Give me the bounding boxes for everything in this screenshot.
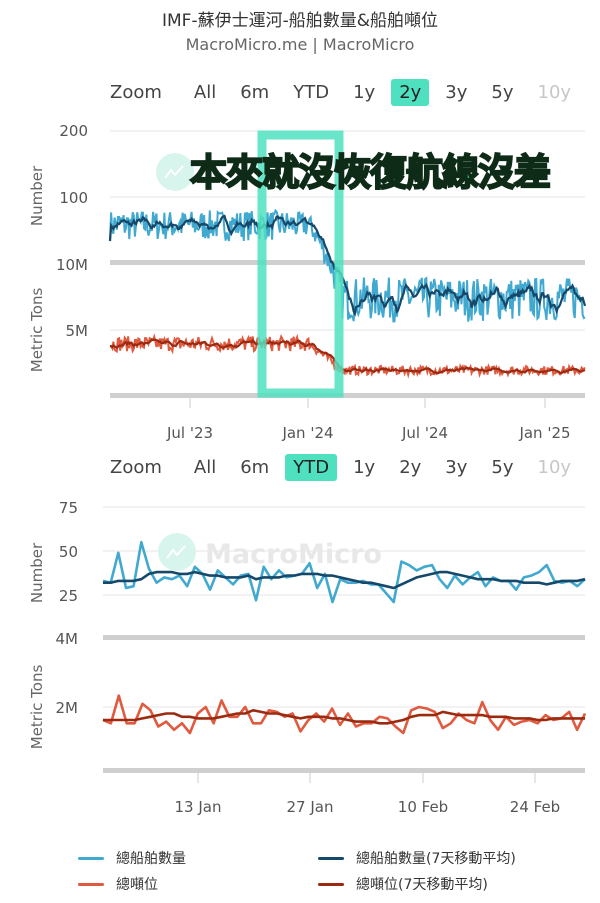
- legend-item-ship-count[interactable]: 總船舶數量: [78, 848, 186, 868]
- y-tick-label: 25: [59, 587, 78, 605]
- range-button-ytd[interactable]: YTD: [285, 453, 338, 481]
- range-button-6m[interactable]: 6m: [240, 81, 270, 103]
- legend-swatch: [318, 856, 344, 860]
- range-selector-top: Zoom All 6m YTD 1y 2y 3y 5y 10y: [100, 75, 587, 109]
- y-axis-label: Number: [28, 165, 46, 226]
- x-tick-label: Jul '23: [166, 424, 213, 442]
- x-axis-bar: [103, 768, 585, 773]
- range-button-10y: 10y: [537, 456, 572, 478]
- y-tick-label: 75: [59, 499, 78, 517]
- chart-title: IMF-蘇伊士運河-船舶數量&船舶噸位: [162, 11, 438, 31]
- series-line-ship-count-ma7: [108, 214, 587, 317]
- x-axis-bar: [110, 393, 585, 398]
- range-button-2y[interactable]: 2y: [391, 78, 430, 106]
- legend-swatch: [78, 856, 104, 860]
- watermark-logo-icon: [156, 153, 194, 191]
- y-axis-label: Metric Tons: [28, 665, 46, 750]
- watermark-text: MacroMicro: [205, 539, 382, 570]
- range-button-6m[interactable]: 6m: [240, 456, 270, 478]
- range-button-1y[interactable]: 1y: [353, 456, 376, 478]
- legend-label: 總船舶數量: [116, 851, 186, 867]
- legend-item-ship-count-ma7[interactable]: 總船舶數量(7天移動平均): [318, 848, 516, 868]
- range-button-3y[interactable]: 3y: [445, 81, 468, 103]
- series-line-ship-count-ma7: [103, 570, 586, 590]
- range-button-all[interactable]: All: [193, 456, 217, 478]
- legend-label: 總船舶數量(7天移動平均): [356, 851, 516, 867]
- legend-item-tonnage-ma7[interactable]: 總噸位(7天移動平均): [318, 874, 488, 894]
- series-line-tonnage-ma7: [110, 338, 586, 375]
- y-axis-label: Metric Tons: [28, 288, 46, 373]
- watermark-logo-icon: [158, 533, 196, 571]
- legend-label: 總噸位(7天移動平均): [356, 877, 488, 893]
- range-button-5y[interactable]: 5y: [491, 81, 514, 103]
- y-axis-label: Number: [28, 542, 46, 603]
- legend-swatch: [318, 882, 344, 886]
- panel-separator: [103, 635, 585, 640]
- x-tick-label: 13 Jan: [175, 798, 222, 816]
- x-tick-label: 10 Feb: [398, 798, 448, 816]
- annotation-text: 本來就沒恢復航線沒差: [189, 150, 552, 195]
- range-button-2y[interactable]: 2y: [399, 456, 422, 478]
- y-tick-label: 100: [59, 189, 88, 207]
- x-tick-label: 27 Jan: [287, 798, 334, 816]
- x-tick-label: Jan '24: [281, 424, 333, 442]
- y-tick-label: 5M: [66, 322, 89, 340]
- range-button-ytd[interactable]: YTD: [293, 81, 330, 103]
- range-button-1y[interactable]: 1y: [353, 81, 376, 103]
- legend-swatch: [78, 882, 104, 886]
- y-tick-label: 2M: [56, 699, 79, 717]
- watermark-logo-icon-glyph: [166, 545, 186, 559]
- x-tick-label: Jan '25: [518, 424, 570, 442]
- y-tick-label: 50: [59, 543, 78, 561]
- zoom-label: Zoom: [110, 456, 162, 478]
- x-tick-label: Jul '24: [401, 424, 448, 442]
- y-tick-label: 10M: [56, 256, 88, 274]
- range-button-10y: 10y: [537, 81, 572, 103]
- range-button-all[interactable]: All: [193, 81, 217, 103]
- panel-separator: [110, 260, 585, 265]
- zoom-label: Zoom: [110, 81, 162, 103]
- legend-item-tonnage[interactable]: 總噸位: [78, 874, 158, 894]
- legend-label: 總噸位: [116, 877, 158, 893]
- y-tick-label: 4M: [56, 630, 79, 648]
- y-tick-label: 200: [59, 122, 88, 140]
- range-button-5y[interactable]: 5y: [491, 456, 514, 478]
- range-selector-bottom: Zoom All 6m YTD 1y 2y 3y 5y 10y: [100, 450, 587, 484]
- watermark-logo-icon-glyph: [164, 165, 184, 179]
- chart-subtitle: MacroMicro.me | MacroMicro: [185, 35, 415, 54]
- x-tick-label: 24 Feb: [510, 798, 560, 816]
- series-line-tonnage-ma7: [103, 709, 585, 725]
- highlight-box: [257, 130, 344, 398]
- range-button-3y[interactable]: 3y: [445, 456, 468, 478]
